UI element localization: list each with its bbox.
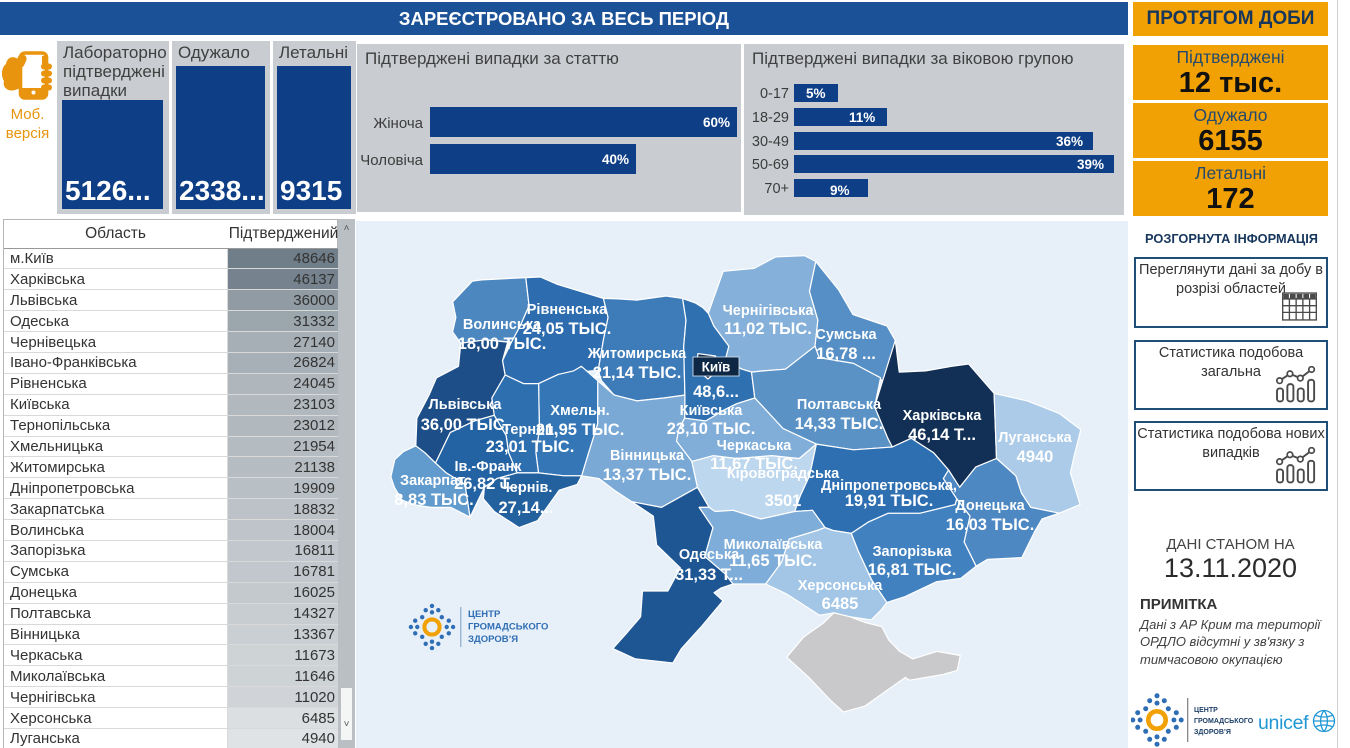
svg-text:Херсонська: Херсонська — [798, 578, 884, 594]
svg-text:16,03 ТЫС.: 16,03 ТЫС. — [946, 516, 1035, 534]
svg-text:unicef: unicef — [1258, 712, 1309, 734]
svg-text:Терноп.: Терноп. — [502, 422, 557, 438]
svg-text:13,37 ТЫС.: 13,37 ТЫС. — [603, 466, 692, 484]
svg-text:Одеська: Одеська — [679, 547, 740, 563]
svg-text:48,6...: 48,6... — [693, 383, 739, 401]
svg-text:3501: 3501 — [765, 492, 802, 510]
svg-text:Донецька: Донецька — [955, 498, 1025, 514]
svg-text:ЦЕНТР: ЦЕНТР — [468, 609, 501, 620]
svg-text:Сумська: Сумська — [815, 327, 877, 343]
svg-text:Кіровоградська: Кіровоградська — [727, 466, 840, 482]
svg-text:24,05 ТЫС.: 24,05 ТЫС. — [523, 320, 612, 338]
svg-text:21,14 ТЫС.: 21,14 ТЫС. — [593, 364, 682, 382]
svg-text:36,00 ТЫС.: 36,00 ТЫС. — [421, 416, 510, 434]
svg-text:4940: 4940 — [1017, 448, 1054, 466]
svg-text:Хмельн.: Хмельн. — [550, 403, 609, 419]
svg-text:Київ: Київ — [702, 360, 731, 375]
svg-text:Київська: Київська — [680, 403, 744, 419]
svg-text:ГРОМАДСЬКОГО: ГРОМАДСЬКОГО — [1194, 718, 1254, 725]
svg-text:Харківська: Харківська — [903, 408, 983, 424]
svg-text:ЗДОРОВ’Я: ЗДОРОВ’Я — [1194, 729, 1231, 736]
svg-text:27,14...: 27,14... — [498, 499, 553, 517]
svg-text:Вінницька: Вінницька — [610, 448, 685, 464]
svg-text:ЦЕНТР: ЦЕНТР — [1194, 707, 1218, 714]
svg-text:Полтавська: Полтавська — [797, 397, 882, 413]
svg-text:Ів.-Франк: Ів.-Франк — [454, 459, 522, 475]
svg-text:Житомирська: Житомирська — [587, 346, 687, 362]
svg-text:46,14 Т...: 46,14 Т... — [908, 426, 976, 444]
svg-text:Рівненська: Рівненська — [527, 302, 608, 318]
svg-text:Чернів.: Чернів. — [500, 480, 553, 496]
svg-text:23,01 ТЫС.: 23,01 ТЫС. — [486, 438, 575, 456]
svg-text:ЗДОРОВ’Я: ЗДОРОВ’Я — [468, 634, 518, 645]
svg-text:21,95 ТЫС.: 21,95 ТЫС. — [536, 421, 625, 439]
svg-text:ГРОМАДСЬКОГО: ГРОМАДСЬКОГО — [468, 622, 548, 633]
svg-text:26,82 Т...: 26,82 Т... — [454, 475, 522, 493]
svg-text:11,65 ТЫС.: 11,65 ТЫС. — [729, 552, 817, 570]
svg-text:8,83 ТЫС.: 8,83 ТЫС. — [394, 491, 473, 509]
svg-text:31,33 Т...: 31,33 Т... — [675, 566, 743, 584]
svg-text:Закарпат.: Закарпат. — [400, 473, 468, 489]
svg-text:Запорізька: Запорізька — [872, 544, 952, 560]
svg-text:18,00 ТЫС.: 18,00 ТЫС. — [458, 335, 547, 353]
svg-text:19,91 ТЫС.: 19,91 ТЫС. — [845, 492, 934, 510]
svg-text:Миколаївська: Миколаївська — [724, 537, 824, 553]
svg-text:11,67 ТЫС.: 11,67 ТЫС. — [710, 455, 798, 473]
svg-text:16,78 ...: 16,78 ... — [816, 345, 876, 363]
svg-text:Чернігівська: Чернігівська — [723, 303, 815, 319]
svg-text:Черкаська: Черкаська — [717, 438, 793, 454]
svg-text:14,33 ТЫС.: 14,33 ТЫС. — [795, 415, 884, 433]
svg-text:23,10 ТЫС.: 23,10 ТЫС. — [667, 420, 756, 438]
svg-text:6485: 6485 — [822, 595, 859, 613]
svg-text:Львівська: Львівська — [429, 397, 503, 413]
svg-text:Луганська: Луганська — [998, 430, 1072, 446]
svg-text:11,02 ТЫС.: 11,02 ТЫС. — [724, 320, 812, 338]
svg-text:Дніпропетровська,: Дніпропетровська, — [821, 478, 957, 494]
svg-text:Волинська: Волинська — [463, 317, 542, 333]
svg-text:16,81 ТЫС.: 16,81 ТЫС. — [868, 561, 957, 579]
